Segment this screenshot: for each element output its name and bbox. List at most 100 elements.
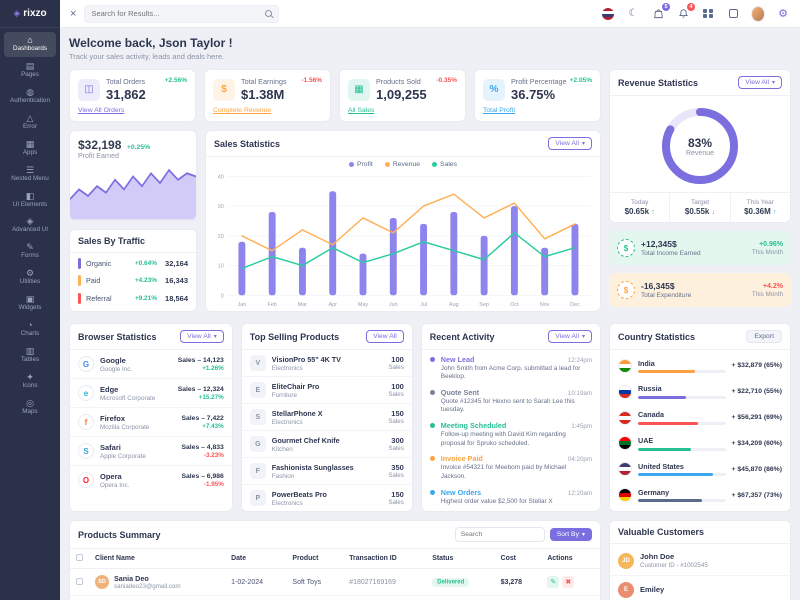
sidebar-item[interactable]: ◔ Charts	[4, 317, 56, 342]
valuable-customers-card: Valuable Customers JD John Doe Customer …	[609, 520, 791, 600]
view-all-button[interactable]: View All ▾	[180, 330, 224, 343]
stat-card-link[interactable]: View All Orders	[78, 107, 125, 114]
product-name: Fashionista Sunglasses	[271, 462, 354, 472]
column-header[interactable]: Transaction ID	[343, 549, 427, 569]
cell-product: Soft Toys	[286, 568, 344, 596]
sidebar-item-icon: ▤	[25, 60, 35, 71]
language-flag-icon[interactable]	[601, 7, 615, 21]
notifications-bell-icon[interactable]: 4	[676, 2, 695, 21]
column-header[interactable]: Date	[225, 549, 287, 569]
legend-item[interactable]: Sales	[432, 161, 457, 168]
country-flag-icon	[618, 384, 632, 399]
view-all-button[interactable]: View All ▾	[548, 330, 592, 343]
column-header[interactable]: Cost	[494, 549, 542, 569]
sidebar-item[interactable]: ▤ Pages	[4, 58, 56, 83]
cart-badge: 5	[662, 2, 670, 11]
banner-label: Total Income Earned	[641, 250, 701, 257]
sidebar-item[interactable]: ◍ Authentication	[4, 84, 56, 109]
select-all-checkbox[interactable]	[76, 554, 83, 561]
customer-row: JD John Doe Customer ID - #1002545	[610, 546, 790, 576]
dark-mode-icon[interactable]: ☾	[628, 8, 638, 19]
browser-row: f Firefox Mozilla Corporate Sales – 7,42…	[70, 408, 232, 437]
view-all-button[interactable]: View All ▾	[548, 137, 592, 150]
sidebar-toggle-icon[interactable]: ×	[70, 7, 77, 20]
legend-dot	[384, 162, 390, 167]
search-input[interactable]	[91, 9, 261, 18]
activity-title: Invoice Paid	[440, 454, 483, 464]
country-progress-fill	[638, 370, 695, 374]
view-all-button[interactable]: View All	[366, 330, 404, 343]
sales-by-traffic-card: Sales By Traffic Organic +0.64% 32,16	[69, 228, 197, 312]
product-name: PowerBeats Pro	[271, 489, 327, 499]
browser-icon: O	[78, 472, 94, 488]
product-sales-count: 100	[391, 355, 404, 364]
country-value: + $22,710 (55%)	[731, 388, 782, 396]
sidebar-item[interactable]: ⌂ Dashboards	[4, 32, 56, 57]
product-name: EliteChair Pro	[271, 381, 320, 391]
user-avatar[interactable]	[751, 5, 765, 22]
activity-item: Invoice Paid 04:20pm Invoice #54321 for …	[429, 454, 592, 481]
sidebar-item-icon: ◈	[26, 216, 34, 227]
revenue-substat: Today $0.65k ↑	[610, 193, 671, 222]
browser-sales: Sales – 14,123	[177, 356, 224, 364]
fullscreen-icon[interactable]	[726, 7, 740, 21]
sidebar-item[interactable]: ◧ UI Elements	[4, 188, 56, 213]
traffic-value: 18,564	[165, 293, 188, 303]
search-icon[interactable]	[265, 10, 273, 17]
stat-card-link[interactable]: Total Profit	[483, 107, 516, 114]
view-all-button[interactable]: View All ▾	[738, 76, 782, 89]
activity-title: New Lead	[440, 355, 475, 364]
app-logo[interactable]: ◈ rixzo	[0, 0, 60, 28]
chevron-down-icon: ▾	[213, 333, 217, 340]
legend-item[interactable]: Revenue	[384, 161, 420, 168]
customer-name: John Doe	[640, 552, 675, 561]
customer-avatar: JD	[618, 552, 634, 569]
sidebar-item[interactable]: ▣ Widgets	[4, 291, 56, 316]
stat-trend-badge: +2.56%	[164, 77, 187, 84]
sidebar-item-label: Authentication	[10, 96, 50, 104]
sidebar-item[interactable]: ✦ Icons	[4, 369, 56, 394]
status-badge: Delivered	[432, 578, 470, 587]
column-header[interactable]: Client Name	[89, 549, 226, 569]
card-title: Sales By Traffic	[78, 235, 146, 246]
delete-button[interactable]: ✖	[562, 576, 575, 588]
activity-text: John Smith from Acme Corp. submitted a l…	[440, 365, 581, 381]
edit-button[interactable]: ✎	[547, 576, 560, 588]
stat-card-icon: $	[213, 78, 235, 101]
column-header[interactable]: Product	[286, 549, 344, 569]
profit-spark-chart	[70, 168, 196, 220]
table-row[interactable]: SD Sania Deo saniadeo23@gmail.com 1-02-2…	[70, 568, 600, 596]
settings-gear-icon[interactable]: ⚙	[778, 8, 788, 20]
svg-text:Jan: Jan	[238, 302, 247, 308]
product-thumb: P	[249, 490, 266, 506]
sidebar-item[interactable]: ▥ Tables	[4, 343, 56, 368]
substat-value: $0.36M	[744, 207, 771, 216]
sidebar-item[interactable]: ◎ Maps	[4, 395, 56, 420]
sidebar-item[interactable]: ◈ Advanced UI	[4, 213, 56, 238]
apps-grid-icon[interactable]	[701, 7, 715, 21]
sidebar-item[interactable]: ▦ Apps	[4, 136, 56, 161]
product-row: V VisionPro 55" 4K TV Electronics 100 Sa…	[241, 350, 412, 377]
browser-delta: +7.43%	[202, 422, 224, 430]
export-button[interactable]: Export	[746, 330, 782, 343]
sort-by-button[interactable]: Sort By ▾	[549, 528, 592, 541]
product-row: S StellarPhone X Electronics 150 Sales	[241, 404, 412, 431]
table-search-input[interactable]	[460, 531, 539, 538]
product-sales-unit: Sales	[388, 472, 404, 479]
column-header[interactable]: Actions	[541, 549, 600, 569]
stat-card-link[interactable]: All Sales	[348, 107, 375, 114]
profit-value: $32,198	[78, 138, 122, 152]
row-checkbox[interactable]	[76, 577, 83, 585]
svg-text:Jun: Jun	[389, 302, 398, 308]
legend-item[interactable]: Profit	[348, 161, 373, 168]
cart-icon[interactable]: 5	[651, 2, 670, 21]
sidebar-item[interactable]: ⚙ Utilities	[4, 265, 56, 290]
stat-card-link[interactable]: Complete Revenue	[213, 107, 272, 114]
product-sales-unit: Sales	[388, 499, 404, 506]
stat-card-label: Profit Percentage	[511, 77, 567, 86]
sidebar-item[interactable]: ☰ Nested Menu	[4, 162, 56, 187]
column-header[interactable]: Status	[426, 549, 495, 569]
sidebar-item[interactable]: △ Error	[4, 110, 56, 135]
sidebar-item[interactable]: ✎ Forms	[4, 239, 56, 264]
svg-text:Feb: Feb	[268, 302, 277, 308]
